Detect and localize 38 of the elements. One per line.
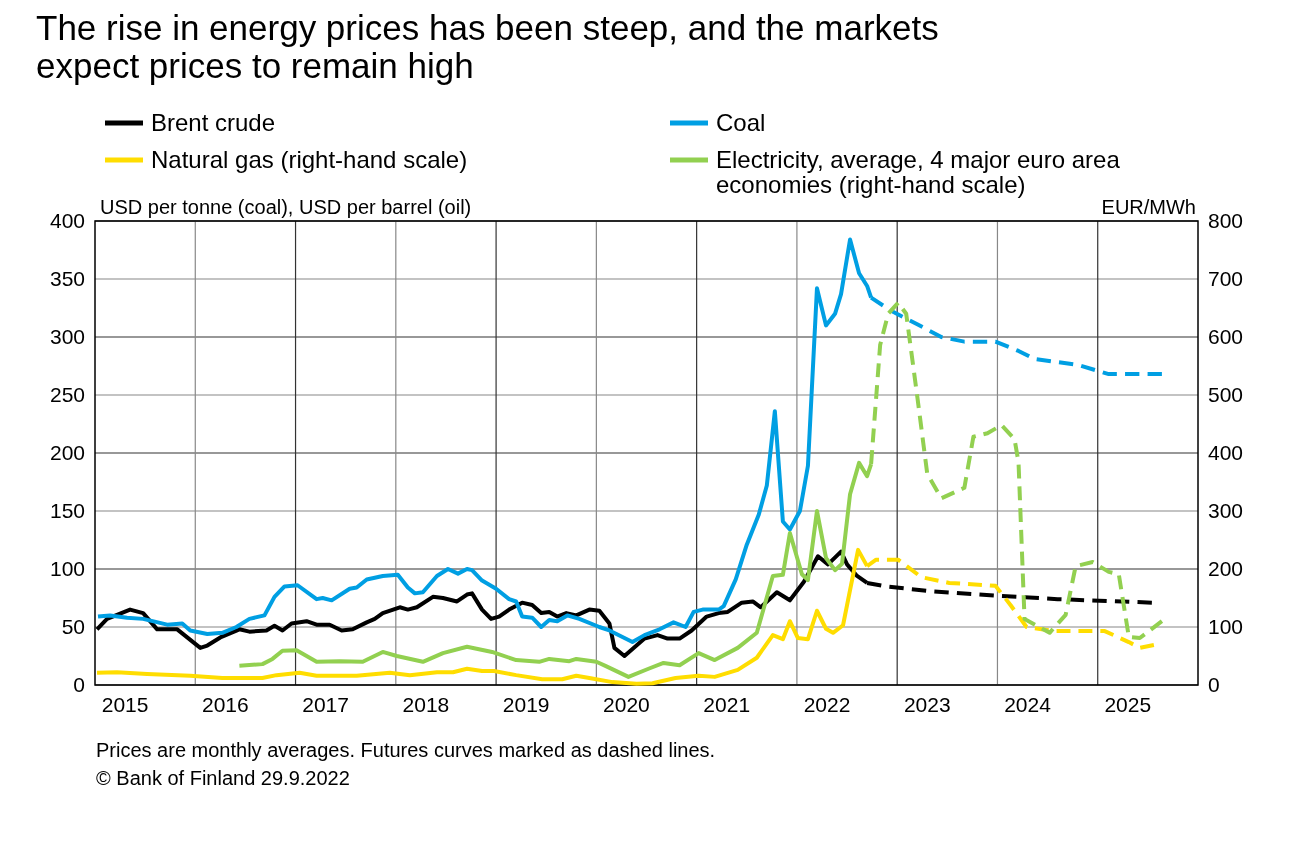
y2-tick-label: 600	[1208, 325, 1244, 348]
x-tick-label: 2018	[402, 693, 450, 716]
y-axis-title: USD per tonne (coal), USD per barrel (oil)	[100, 196, 472, 218]
legend-label: Electricity, average, 4 major euro area economies (right-hand scale)	[716, 146, 1121, 198]
legend-label: Natural gas (right-hand scale)	[151, 146, 468, 173]
x-tick-label: 2023	[903, 693, 951, 716]
chart-title: The rise in energy prices has been steep, and the markets expect prices to remain high	[36, 8, 939, 85]
y-tick-label: 150	[49, 499, 85, 522]
x-tick-label: 2020	[603, 693, 650, 716]
legend-label: Brent crude	[151, 109, 276, 136]
x-tick-label: 2025	[1104, 693, 1152, 716]
y2-tick-label: 100	[1208, 615, 1244, 638]
y-tick-label: 200	[49, 441, 85, 464]
y2-tick-label: 500	[1208, 383, 1244, 406]
x-tick-label: 2016	[202, 693, 249, 716]
y2-tick-label: 0	[1208, 673, 1220, 696]
y-tick-label: 250	[49, 383, 85, 406]
x-tick-label: 2021	[703, 693, 751, 716]
y2-tick-label: 300	[1208, 499, 1244, 522]
y-tick-label: 400	[49, 209, 85, 232]
x-tick-label: 2015	[101, 693, 149, 716]
text: © Bank of Finland 29.9.2022	[96, 767, 350, 789]
text: Prices are monthly averages. Futures curves marked as dashed lines.	[96, 739, 716, 761]
y2-axis-title: EUR/MWh	[1101, 196, 1196, 218]
y-tick-label: 300	[49, 325, 85, 348]
x-tick-label: 2022	[803, 693, 851, 716]
x-tick-label: 2024	[1004, 693, 1052, 716]
y-tick-label: 50	[61, 615, 85, 638]
y-tick-label: 350	[49, 267, 85, 290]
legend-label: Coal	[716, 109, 766, 136]
y2-tick-label: 400	[1208, 441, 1244, 464]
y2-tick-label: 700	[1208, 267, 1244, 290]
y2-tick-label: 200	[1208, 557, 1244, 580]
x-tick-label: 2019	[502, 693, 550, 716]
y-tick-label: 100	[49, 557, 85, 580]
x-tick-label: 2017	[302, 693, 349, 716]
y2-tick-label: 800	[1208, 209, 1244, 232]
y-tick-label: 0	[73, 673, 85, 696]
